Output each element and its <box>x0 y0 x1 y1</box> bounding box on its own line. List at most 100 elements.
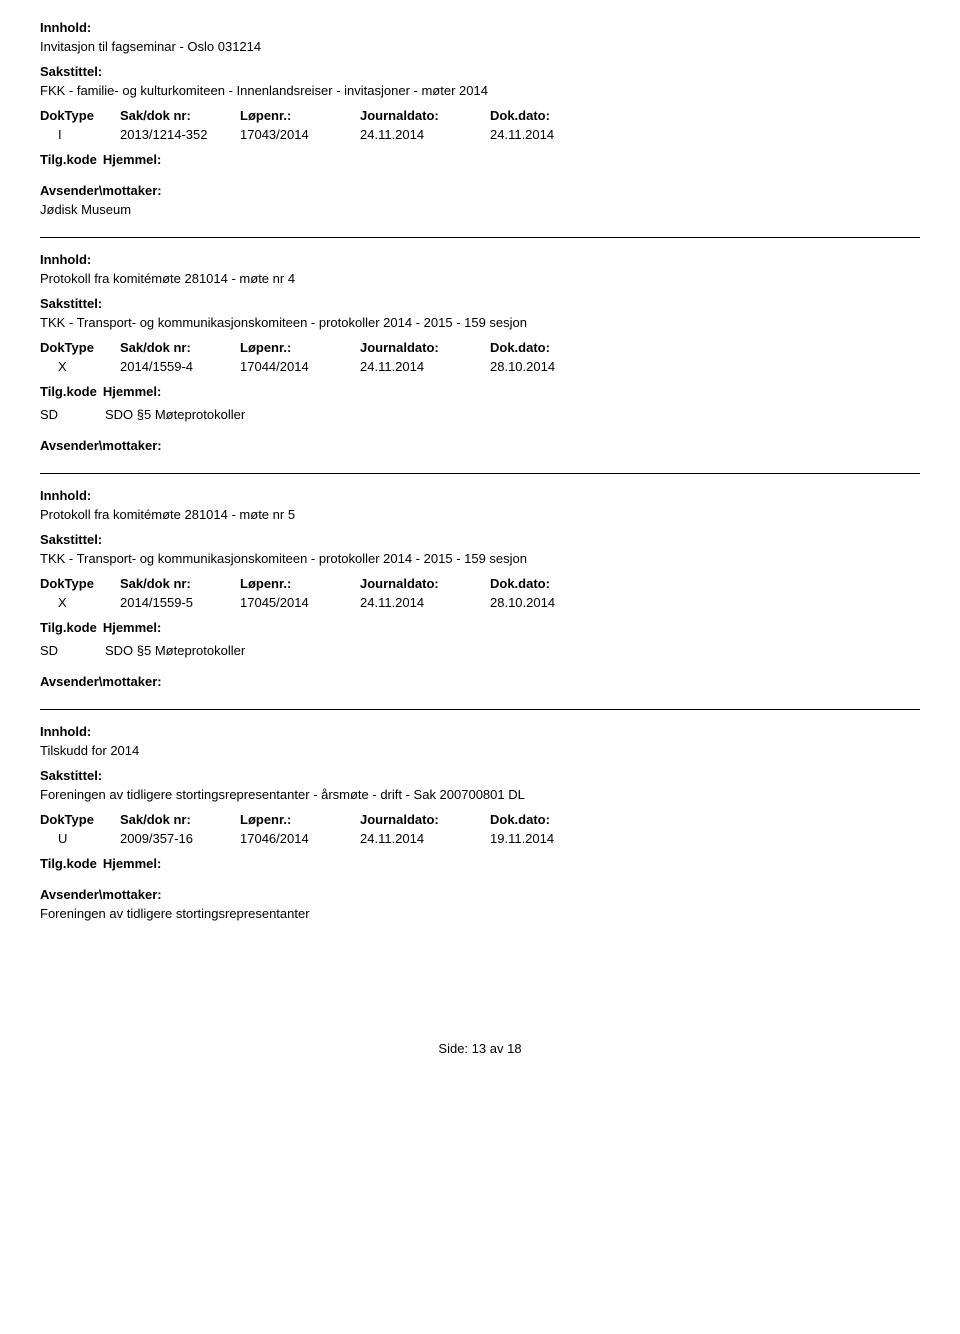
avsender-label: Avsender\mottaker: <box>40 887 920 902</box>
record-4: Innhold: Tilskudd for 2014 Sakstittel: F… <box>40 724 920 921</box>
tilgkode-value-row: SD SDO §5 Møteprotokoller <box>40 407 920 422</box>
record-1: Innhold: Invitasjon til fagseminar - Osl… <box>40 20 920 217</box>
sakstittel-label: Sakstittel: <box>40 296 920 311</box>
lopenr-value: 17043/2014 <box>240 127 360 142</box>
page-number: 13 <box>472 1041 486 1056</box>
col-lopenr-header: Løpenr.: <box>240 108 360 123</box>
hjemmel-label: Hjemmel: <box>103 620 162 635</box>
col-dokdato-header: Dok.dato: <box>490 576 620 591</box>
columns-row: X 2014/1559-4 17044/2014 24.11.2014 28.1… <box>40 359 920 374</box>
doktype-value: I <box>40 127 120 142</box>
tilgkode-hjemmel-row: Tilg.kode Hjemmel: <box>40 856 920 871</box>
sakstittel-text: TKK - Transport- og kommunikasjonskomite… <box>40 315 920 330</box>
saknr-value: 2014/1559-4 <box>120 359 240 374</box>
journaldato-value: 24.11.2014 <box>360 359 490 374</box>
innhold-text: Protokoll fra komitémøte 281014 - møte n… <box>40 271 920 286</box>
lopenr-value: 17045/2014 <box>240 595 360 610</box>
columns-row: I 2013/1214-352 17043/2014 24.11.2014 24… <box>40 127 920 142</box>
journaldato-value: 24.11.2014 <box>360 127 490 142</box>
sakstittel-label: Sakstittel: <box>40 64 920 79</box>
sakstittel-text: TKK - Transport- og kommunikasjonskomite… <box>40 551 920 566</box>
avsender-label: Avsender\mottaker: <box>40 674 920 689</box>
record-3: Innhold: Protokoll fra komitémøte 281014… <box>40 488 920 689</box>
saknr-value: 2009/357-16 <box>120 831 240 846</box>
sakstittel-label: Sakstittel: <box>40 768 920 783</box>
lopenr-value: 17044/2014 <box>240 359 360 374</box>
journaldato-value: 24.11.2014 <box>360 831 490 846</box>
lopenr-value: 17046/2014 <box>240 831 360 846</box>
hjemmel-label: Hjemmel: <box>103 856 162 871</box>
avsender-text: Foreningen av tidligere stortingsreprese… <box>40 906 920 921</box>
col-dokdato-header: Dok.dato: <box>490 812 620 827</box>
col-saknr-header: Sak/dok nr: <box>120 108 240 123</box>
dokdato-value: 28.10.2014 <box>490 595 620 610</box>
dokdato-value: 28.10.2014 <box>490 359 620 374</box>
tilgkode-code: SD <box>40 643 105 658</box>
tilgkode-desc: SDO §5 Møteprotokoller <box>105 643 920 658</box>
columns-header: DokType Sak/dok nr: Løpenr.: Journaldato… <box>40 576 920 591</box>
sakstittel-label: Sakstittel: <box>40 532 920 547</box>
doktype-value: U <box>40 831 120 846</box>
sakstittel-text: Foreningen av tidligere stortingsreprese… <box>40 787 920 802</box>
journaldato-value: 24.11.2014 <box>360 595 490 610</box>
doktype-value: X <box>40 595 120 610</box>
col-dokdato-header: Dok.dato: <box>490 340 620 355</box>
tilgkode-hjemmel-row: Tilg.kode Hjemmel: <box>40 620 920 635</box>
tilgkode-label: Tilg.kode <box>40 384 97 399</box>
col-doktype-header: DokType <box>40 108 120 123</box>
tilgkode-label: Tilg.kode <box>40 152 97 167</box>
dokdato-value: 24.11.2014 <box>490 127 620 142</box>
col-journaldato-header: Journaldato: <box>360 576 490 591</box>
hjemmel-label: Hjemmel: <box>103 384 162 399</box>
col-saknr-header: Sak/dok nr: <box>120 576 240 591</box>
doktype-value: X <box>40 359 120 374</box>
columns-row: X 2014/1559-5 17045/2014 24.11.2014 28.1… <box>40 595 920 610</box>
record-2: Innhold: Protokoll fra komitémøte 281014… <box>40 252 920 453</box>
columns-header: DokType Sak/dok nr: Løpenr.: Journaldato… <box>40 108 920 123</box>
dokdato-value: 19.11.2014 <box>490 831 620 846</box>
tilgkode-code: SD <box>40 407 105 422</box>
sakstittel-text: FKK - familie- og kulturkomiteen - Innen… <box>40 83 920 98</box>
av-label: av <box>490 1041 504 1056</box>
tilgkode-desc: SDO §5 Møteprotokoller <box>105 407 920 422</box>
col-journaldato-header: Journaldato: <box>360 812 490 827</box>
innhold-text: Invitasjon til fagseminar - Oslo 031214 <box>40 39 920 54</box>
innhold-text: Protokoll fra komitémøte 281014 - møte n… <box>40 507 920 522</box>
avsender-label: Avsender\mottaker: <box>40 438 920 453</box>
innhold-text: Tilskudd for 2014 <box>40 743 920 758</box>
total-pages: 18 <box>507 1041 521 1056</box>
col-lopenr-header: Løpenr.: <box>240 576 360 591</box>
col-journaldato-header: Journaldato: <box>360 340 490 355</box>
col-lopenr-header: Løpenr.: <box>240 812 360 827</box>
columns-row: U 2009/357-16 17046/2014 24.11.2014 19.1… <box>40 831 920 846</box>
col-doktype-header: DokType <box>40 812 120 827</box>
innhold-label: Innhold: <box>40 20 920 35</box>
tilgkode-hjemmel-row: Tilg.kode Hjemmel: <box>40 384 920 399</box>
col-doktype-header: DokType <box>40 576 120 591</box>
hjemmel-label: Hjemmel: <box>103 152 162 167</box>
col-saknr-header: Sak/dok nr: <box>120 340 240 355</box>
col-lopenr-header: Løpenr.: <box>240 340 360 355</box>
avsender-text: Jødisk Museum <box>40 202 920 217</box>
col-dokdato-header: Dok.dato: <box>490 108 620 123</box>
divider <box>40 237 920 238</box>
col-saknr-header: Sak/dok nr: <box>120 812 240 827</box>
tilgkode-label: Tilg.kode <box>40 856 97 871</box>
innhold-label: Innhold: <box>40 488 920 503</box>
col-doktype-header: DokType <box>40 340 120 355</box>
avsender-label: Avsender\mottaker: <box>40 183 920 198</box>
col-journaldato-header: Journaldato: <box>360 108 490 123</box>
saknr-value: 2013/1214-352 <box>120 127 240 142</box>
tilgkode-value-row: SD SDO §5 Møteprotokoller <box>40 643 920 658</box>
innhold-label: Innhold: <box>40 252 920 267</box>
saknr-value: 2014/1559-5 <box>120 595 240 610</box>
columns-header: DokType Sak/dok nr: Løpenr.: Journaldato… <box>40 340 920 355</box>
innhold-label: Innhold: <box>40 724 920 739</box>
tilgkode-hjemmel-row: Tilg.kode Hjemmel: <box>40 152 920 167</box>
columns-header: DokType Sak/dok nr: Løpenr.: Journaldato… <box>40 812 920 827</box>
side-label: Side: <box>438 1041 468 1056</box>
tilgkode-label: Tilg.kode <box>40 620 97 635</box>
page-footer: Side: 13 av 18 <box>40 1041 920 1056</box>
divider <box>40 473 920 474</box>
divider <box>40 709 920 710</box>
